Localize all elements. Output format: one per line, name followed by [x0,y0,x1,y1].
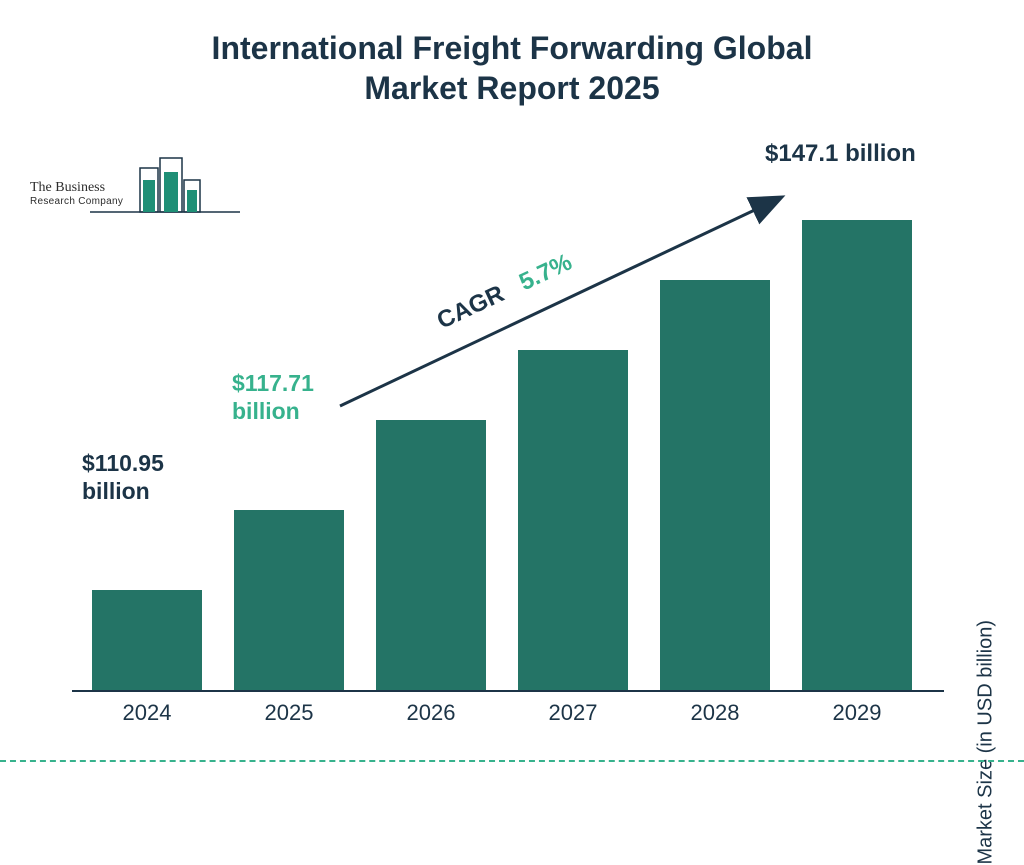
title-line-1: International Freight Forwarding Global [0,28,1024,68]
cagr-percentage: 5.7% [515,249,576,297]
x-label-2027: 2027 [518,700,628,726]
company-logo: The BusinessResearch Company [90,150,240,225]
x-label-2028: 2028 [660,700,770,726]
value-label-2: $147.1 billion [765,140,965,169]
bar-2027 [518,350,628,690]
value-label-0: $110.95 billion [82,450,222,505]
logo-brand-line2: Research Company [30,196,140,208]
x-label-2029: 2029 [802,700,912,726]
chart-canvas: International Freight Forwarding Global … [0,0,1024,768]
title-line-2: Market Report 2025 [0,68,1024,108]
chart-title: International Freight Forwarding Global … [0,28,1024,108]
logo-brand-line1: The Business [30,180,140,196]
x-axis-line [72,690,944,692]
x-label-2026: 2026 [376,700,486,726]
x-label-2024: 2024 [92,700,202,726]
cagr-label: CAGR 5.7% [433,249,577,336]
value-label-1: $117.71 billion [232,370,372,425]
cagr-text: CAGR [433,280,508,334]
dashed-bottom-border [0,760,1024,762]
bar-2028 [660,280,770,690]
bar-2029 [802,220,912,690]
y-axis-label: Market Size (in USD billion) [975,620,998,865]
bar-2026 [376,420,486,690]
bar-2024 [92,590,202,690]
bar-2025 [234,510,344,690]
x-label-2025: 2025 [234,700,344,726]
